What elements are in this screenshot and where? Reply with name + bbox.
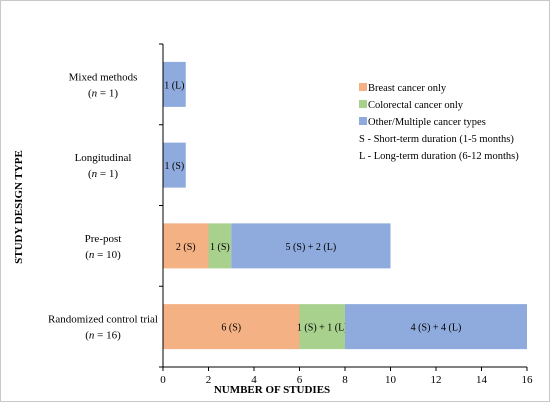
bar-segment — [163, 223, 209, 269]
legend-swatch — [359, 117, 367, 125]
category-label: Randomized control trial — [48, 314, 158, 326]
bar-data-label: 2 (S) — [176, 242, 196, 253]
bar-segment — [163, 61, 186, 107]
x-tick-label: 10 — [385, 374, 397, 386]
bar-segment — [231, 223, 391, 269]
category-label: Longitudinal — [75, 152, 132, 164]
x-axis-title: NUMBER OF STUDIES — [214, 384, 330, 396]
category-count-label: (n = 10) — [85, 249, 121, 261]
category-label: Pre-post — [85, 233, 122, 245]
x-tick-label: 8 — [342, 374, 348, 386]
bar-data-label: 5 (S) + 2 (L) — [286, 242, 337, 253]
x-tick-label: 6 — [297, 374, 303, 386]
category-count-label: (n = 16) — [85, 330, 121, 342]
category-count-label: (n = 1) — [88, 168, 118, 180]
bar-data-label: 1 (S) — [165, 161, 185, 172]
bar-segment — [163, 142, 186, 188]
bar-segment — [299, 304, 345, 350]
legend-note: L - Long-term duration (6-12 months) — [359, 151, 519, 162]
x-tick-label: 2 — [206, 374, 212, 386]
bar-segment — [208, 223, 232, 269]
legend-entry: Breast cancer only — [368, 83, 447, 94]
bar-data-label: 1 (L) — [164, 80, 184, 91]
bar-data-label: 1 (S) — [210, 242, 230, 253]
bar-segment — [163, 304, 300, 350]
y-axis-title: STUDY DESIGN TYPE — [13, 150, 25, 264]
category-labels: Mixed methods (n = 1) Longitudinal (n = 1) P… — [48, 71, 158, 341]
bars-group: 1 (L) 1 (S) 2 (S) 1 (S) 5 (S) + 2 (L) 6 (S) 1 … — [163, 61, 527, 350]
bar-data-label: 6 (S) — [221, 323, 241, 334]
x-tick-label: 14 — [476, 374, 488, 386]
axes-group: 0 2 4 6 8 10 12 14 16 — [159, 43, 534, 386]
x-tick-label: 16 — [522, 374, 534, 386]
legend-swatch — [359, 83, 367, 91]
legend-entry: Other/Multiple cancer types — [368, 117, 486, 128]
x-tick-label: 4 — [251, 374, 257, 386]
x-tick-label: 12 — [431, 374, 442, 386]
category-label: Mixed methods — [69, 71, 138, 83]
legend-swatch — [359, 100, 367, 108]
legend-note: S - Short-term duration (1-5 months) — [359, 134, 514, 145]
x-tick-label: 0 — [160, 374, 166, 386]
category-count-label: (n = 1) — [88, 87, 118, 99]
bar-data-label: 4 (S) + 4 (L) — [411, 323, 462, 334]
bar-segment — [345, 304, 527, 350]
bar-data-label: 1 (S) + 1 (L) — [297, 323, 348, 334]
legend: Breast cancer only Colorectal cancer only… — [359, 83, 519, 162]
legend-entry: Colorectal cancer only — [368, 100, 464, 111]
